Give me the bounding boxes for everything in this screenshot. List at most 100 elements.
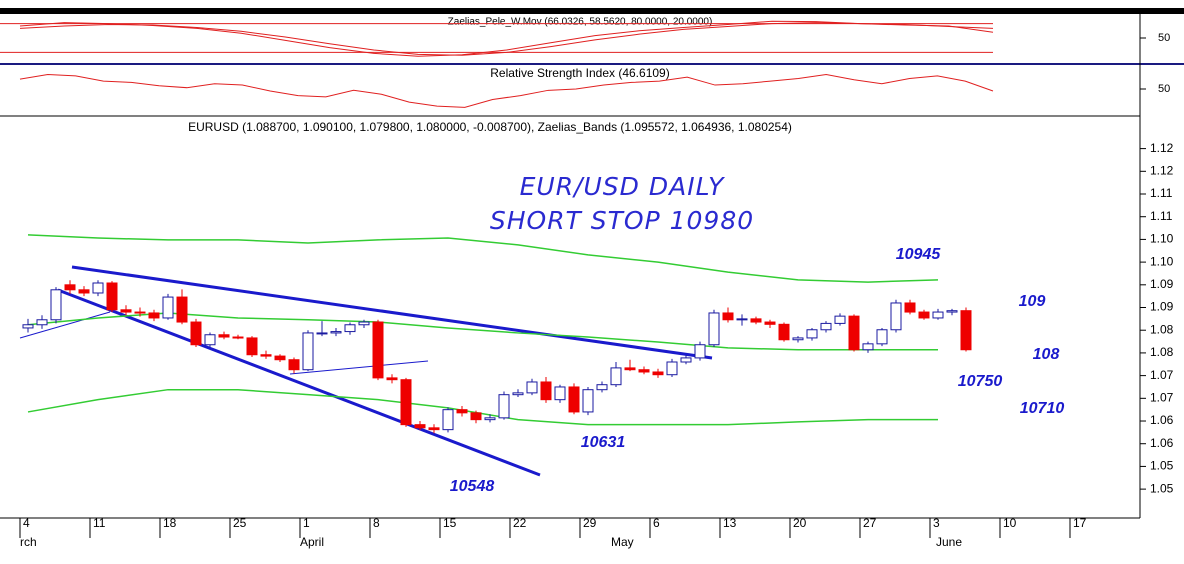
- candle-body: [820, 322, 832, 331]
- candle-body: [946, 310, 958, 313]
- candle-body: [260, 354, 272, 357]
- month-label: rch: [20, 535, 37, 549]
- candle-body: [358, 321, 370, 326]
- x-tick-label: 3: [933, 516, 940, 530]
- candle-body: [554, 386, 566, 401]
- y-tick-label: 1.09: [1150, 277, 1174, 291]
- indicator-title: Zaelias_Pele_W.Mov (66.0326, 58.5620, 80…: [448, 17, 713, 28]
- candle-body: [148, 312, 160, 319]
- candle-body: [134, 311, 146, 314]
- candle-body: [582, 389, 594, 413]
- x-tick-label: 6: [653, 516, 660, 530]
- trendline: [57, 288, 541, 477]
- candle-body: [596, 384, 608, 391]
- candle-body: [50, 289, 62, 321]
- indicator-line: [19, 74, 994, 108]
- candle-body: [526, 381, 538, 394]
- x-tick-label: 27: [863, 516, 877, 530]
- candle-body: [414, 424, 426, 429]
- candle-body: [78, 289, 90, 294]
- x-tick-label: 20: [793, 516, 807, 530]
- candle-body: [162, 296, 174, 319]
- candle-body: [624, 367, 636, 371]
- band-line: [27, 234, 939, 283]
- annotation: 10710: [1020, 400, 1065, 417]
- x-tick-label: 13: [723, 516, 737, 530]
- y-tick-label: 1.11: [1150, 209, 1173, 223]
- x-tick-label: 15: [443, 516, 457, 530]
- y-tick-label: 1.12: [1150, 141, 1174, 155]
- candle-body: [932, 311, 944, 319]
- x-tick-label: 22: [513, 516, 527, 530]
- candle-body: [204, 334, 216, 346]
- candle-body: [764, 321, 776, 325]
- candle-body: [834, 315, 846, 324]
- x-tick-label: 11: [93, 516, 106, 530]
- candle-body: [176, 296, 188, 323]
- candle-body: [22, 324, 34, 329]
- candle-body: [106, 282, 118, 311]
- candle-body: [918, 311, 930, 319]
- y-tick-label: 1.05: [1150, 459, 1174, 473]
- trendline: [71, 265, 713, 360]
- candle-body: [330, 331, 342, 334]
- candle-body: [498, 394, 510, 419]
- x-tick-label: 10: [1003, 516, 1017, 530]
- candle-body: [456, 409, 468, 414]
- x-tick-label: 1: [303, 516, 310, 530]
- y-tick-label: 1.08: [1150, 322, 1174, 336]
- annotation: EUR/USD DAILY: [520, 172, 726, 201]
- annotation: 109: [1019, 293, 1046, 310]
- candle-body: [274, 355, 286, 361]
- band-line: [27, 388, 938, 426]
- candle-body: [288, 359, 300, 371]
- candle-body: [652, 371, 664, 376]
- trendline: [289, 360, 429, 375]
- candle-body: [36, 319, 48, 326]
- y-tick-label: 1.05: [1150, 481, 1174, 495]
- candle-body: [302, 332, 314, 371]
- annotation: 10750: [958, 373, 1003, 390]
- month-label: May: [611, 535, 634, 549]
- annotation: SHORT STOP 10980: [490, 206, 754, 235]
- month-label: April: [300, 535, 324, 549]
- y-tick-label: 1.07: [1150, 390, 1174, 404]
- candle-body: [92, 282, 104, 294]
- candle-body: [778, 323, 790, 341]
- candle-body: [484, 417, 496, 421]
- y-tick-label: 1.11: [1150, 186, 1173, 200]
- y-tick-label: 1.10: [1150, 254, 1174, 268]
- candle-body: [708, 312, 720, 346]
- candle-body: [862, 343, 874, 351]
- trendline: [19, 311, 111, 339]
- candle-body: [848, 315, 860, 351]
- candle-body: [246, 337, 258, 356]
- candle-body: [400, 379, 412, 426]
- y-tick-label: 1.07: [1150, 368, 1174, 382]
- indicator-line: [19, 20, 994, 57]
- x-tick-label: 25: [233, 516, 247, 530]
- candle-body: [218, 334, 230, 338]
- candle-body: [750, 318, 762, 323]
- y-tick-label: 1.09: [1150, 300, 1174, 314]
- candle-body: [568, 386, 580, 413]
- top-bar: [0, 8, 1184, 14]
- y-tick-label: 1.12: [1150, 163, 1174, 177]
- y-tick-label: 1.06: [1150, 413, 1174, 427]
- candle-body: [344, 324, 356, 333]
- candle-body: [638, 369, 650, 373]
- month-label: June: [936, 535, 962, 549]
- x-tick-label: 8: [373, 516, 380, 530]
- x-tick-label: 18: [163, 516, 177, 530]
- indicator-title: Relative Strength Index (46.6109): [490, 66, 669, 80]
- chart-title: EURUSD (1.088700, 1.090100, 1.079800, 1.…: [188, 120, 792, 134]
- candle-body: [512, 392, 524, 396]
- y-tick-label: 1.08: [1150, 345, 1174, 359]
- candle-body: [722, 312, 734, 321]
- candle-body: [470, 412, 482, 421]
- candle-body: [540, 381, 552, 401]
- candle-body: [372, 321, 384, 379]
- y-tick-label: 50: [1158, 83, 1170, 95]
- candle-body: [680, 357, 692, 363]
